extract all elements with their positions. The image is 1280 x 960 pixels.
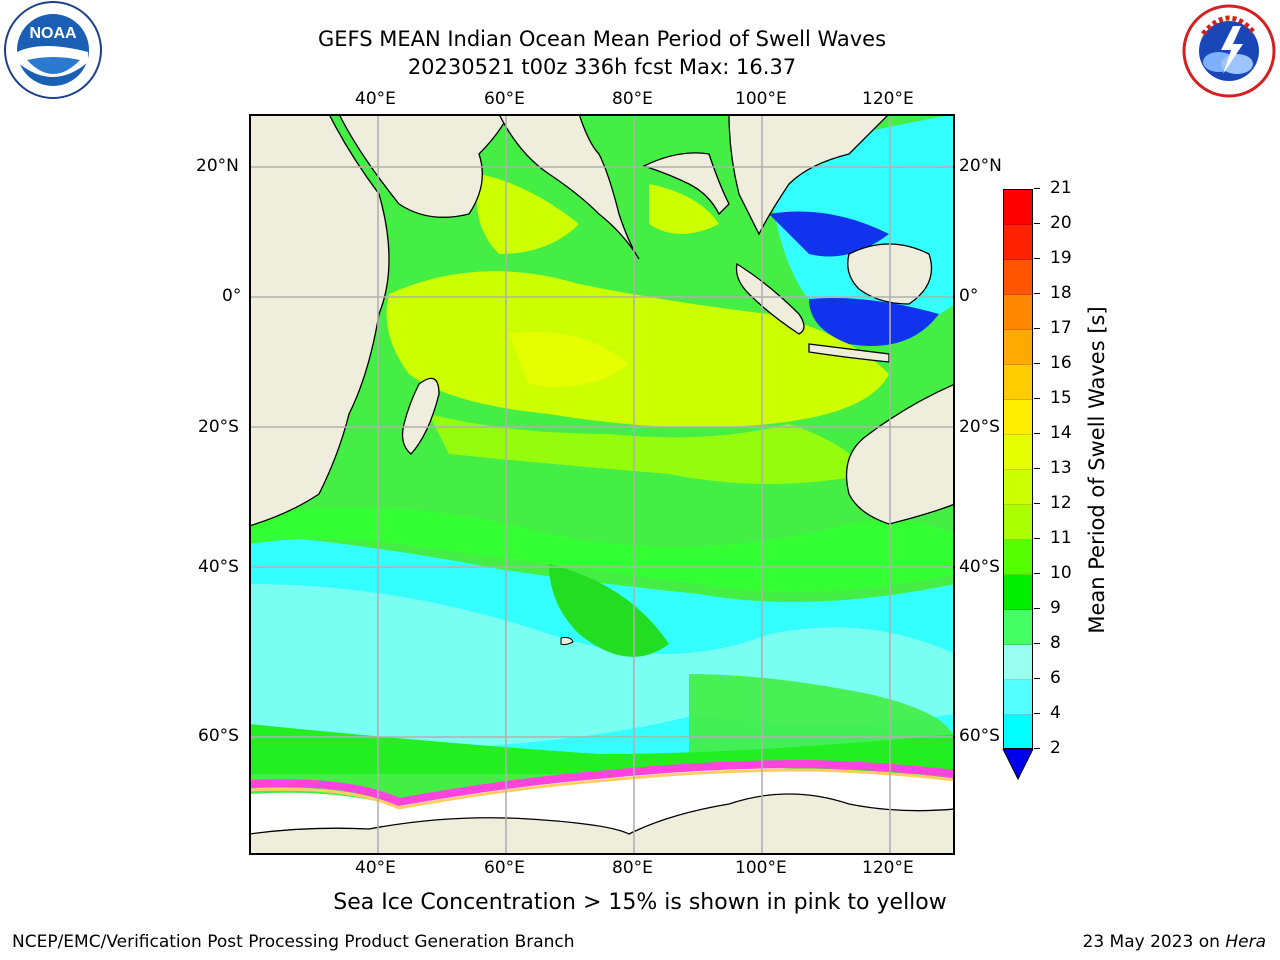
land-africa [250, 115, 390, 527]
colorbar-segment [1004, 190, 1032, 225]
x-tick-bottom: 40°E [355, 858, 396, 878]
x-tick-bottom: 60°E [484, 858, 525, 878]
colorbar-tick-label: 20 [1034, 213, 1072, 233]
nws-logo [1182, 4, 1276, 98]
x-tick-bottom: 120°E [862, 858, 914, 878]
x-tick-top: 80°E [612, 89, 653, 109]
footer-date-text: 23 May 2023 on [1082, 932, 1226, 952]
land-sumatra [735, 262, 805, 335]
colorbar-segment [1004, 470, 1032, 505]
land-antarctica [250, 793, 954, 854]
land-australia [845, 383, 954, 525]
colorbar-tick-label: 18 [1034, 283, 1072, 303]
sea-ice-edge [250, 759, 954, 807]
land-arabia [338, 115, 510, 218]
footer-machine: Hera [1225, 932, 1266, 952]
colorbar-tick-label: 12 [1034, 493, 1072, 513]
y-tick-left: 0° [222, 286, 242, 306]
colorbar-tick-label: 21 [1034, 178, 1072, 198]
y-tick-left: 20°S [198, 417, 239, 437]
colorbar-tick-label: 17 [1034, 318, 1072, 338]
colorbar-segment [1004, 260, 1032, 295]
y-tick-left: 40°S [198, 557, 239, 577]
x-tick-bottom: 100°E [735, 858, 787, 878]
land-india [498, 115, 640, 260]
colorbar-segment [1004, 330, 1032, 365]
colorbar-segment [1004, 295, 1032, 330]
colorbar-tick-label: 2 [1034, 738, 1061, 758]
x-tick-top: 40°E [355, 89, 396, 109]
footer-date: 23 May 2023 on Hera [1083, 932, 1267, 952]
colorbar-segment [1004, 610, 1032, 645]
grid-lines [250, 115, 954, 854]
colorbar-tick-label: 6 [1034, 668, 1061, 688]
colorbar-tick-label: 14 [1034, 423, 1072, 443]
land-southeast-asia [728, 115, 889, 236]
colorbar-segment [1004, 645, 1032, 680]
x-tick-top: 120°E [862, 89, 914, 109]
y-tick-left: 20°N [196, 156, 239, 176]
y-tick-right: 20°N [959, 156, 1002, 176]
land-madagascar [401, 377, 440, 455]
y-tick-right: 60°S [959, 726, 1000, 746]
colorbar-tick-label: 11 [1034, 528, 1072, 548]
y-tick-right: 40°S [959, 557, 1000, 577]
land-java [808, 343, 890, 363]
colorbar-tick-label: 9 [1034, 598, 1061, 618]
x-tick-bottom: 80°E [612, 858, 653, 878]
colorbar-ticks: 21 20 19 18 17 16 15 14 13 12 11 10 9 8 6 4 2 [1034, 178, 1094, 789]
colorbar-tick-label: 16 [1034, 353, 1072, 373]
y-tick-right: 20°S [959, 417, 1000, 437]
y-tick-left: 60°S [198, 726, 239, 746]
colorbar-segment [1004, 680, 1032, 715]
map-frame [249, 114, 955, 855]
colorbar-segment [1004, 575, 1032, 610]
map-panel [249, 114, 955, 855]
colorbar-tick-label: 13 [1034, 458, 1072, 478]
colorbar-segment [1004, 505, 1032, 540]
colorbar-tick-label: 15 [1034, 388, 1072, 408]
high-period-zone [386, 271, 889, 428]
colorbar-tick-label: 10 [1034, 563, 1072, 583]
colorbar-segment [1004, 715, 1032, 748]
noaa-logo-text: NOAA [29, 25, 77, 42]
colorbar-segment [1004, 540, 1032, 575]
colorbar-segment [1004, 225, 1032, 260]
noaa-logo: NOAA [4, 1, 102, 99]
colorbar-extend-arrow [1002, 749, 1034, 781]
x-tick-top: 60°E [484, 89, 525, 109]
land-kerguelen [560, 637, 574, 646]
sea-ice-caption: Sea Ice Concentration > 15% is shown in … [333, 890, 947, 915]
colorbar-tick-label: 4 [1034, 703, 1061, 723]
colorbar-label: Mean Period of Swell Waves [s] [1085, 306, 1109, 634]
colorbar-tick-label: 19 [1034, 248, 1072, 268]
colorbar-tick-label: 8 [1034, 633, 1061, 653]
footer-credit: NCEP/EMC/Verification Post Processing Pr… [12, 932, 575, 952]
colorbar-segment [1004, 435, 1032, 470]
x-tick-top: 100°E [735, 89, 787, 109]
map-subtitle: 20230521 t00z 336h fcst Max: 16.37 [407, 55, 797, 79]
colorbar [1003, 189, 1033, 749]
y-tick-right: 0° [959, 286, 979, 306]
map-title: GEFS MEAN Indian Ocean Mean Period of Sw… [317, 27, 887, 51]
colorbar-segment [1004, 365, 1032, 400]
colorbar-segment [1004, 400, 1032, 435]
